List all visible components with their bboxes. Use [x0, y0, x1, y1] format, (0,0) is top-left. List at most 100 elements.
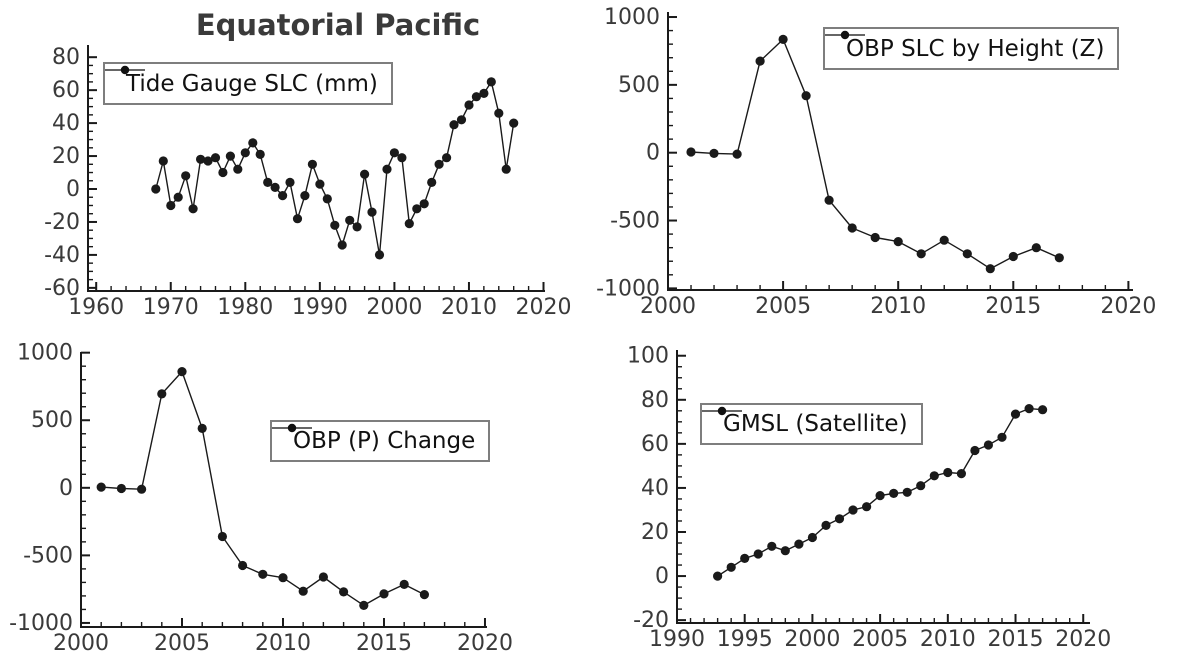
data-point: [456, 115, 467, 125]
data-point: [780, 546, 790, 556]
data-point: [732, 149, 742, 159]
data-point: [686, 147, 696, 157]
data-point: [248, 138, 258, 148]
data-point: [412, 204, 422, 214]
data-point: [471, 92, 481, 102]
data-point: [389, 148, 399, 158]
data-point: [339, 587, 349, 597]
y-tick-label: 20: [641, 520, 669, 545]
data-point: [1010, 409, 1021, 419]
data-point: [479, 88, 489, 98]
x-tick-label: 2005: [154, 631, 210, 656]
data-point: [1038, 405, 1048, 415]
y-axis: -20 0 20 40 60 80 100: [627, 344, 686, 633]
data-point: [794, 539, 804, 549]
data-point: [173, 192, 183, 202]
data-point: [315, 179, 325, 189]
y-tick-label: 100: [627, 344, 669, 369]
data-series: [686, 34, 1064, 274]
x-tick-label: 1995: [717, 627, 773, 652]
y-tick-label: 40: [641, 476, 669, 501]
gmsl-legend: GMSL (Satellite): [700, 403, 923, 445]
data-point: [486, 77, 496, 87]
data-point: [258, 569, 268, 579]
data-series: [151, 77, 519, 260]
legend-label: OBP (P) Change: [293, 428, 476, 454]
legend-label: OBP SLC by Height (Z): [846, 35, 1105, 62]
data-point: [501, 164, 511, 174]
y-tick-label: 0: [66, 177, 80, 202]
data-point: [218, 167, 228, 178]
data-point: [740, 553, 750, 563]
data-point: [151, 184, 161, 194]
y-tick-label: -1000: [9, 611, 73, 636]
x-tick-label: 2010: [441, 295, 497, 320]
y-axis: -1000 -500 0 500 1000: [9, 341, 90, 636]
data-point: [956, 469, 966, 479]
figure-title: Equatorial Pacific: [195, 8, 481, 42]
data-point: [449, 120, 459, 130]
data-point: [824, 195, 834, 205]
data-point: [464, 100, 474, 110]
data-point: [116, 483, 126, 494]
obp-z-plot: 2000 2005 2010 2015 2020 -1000 -500 0 500 1000: [596, 5, 1156, 319]
x-tick-label: 2010: [920, 627, 976, 652]
data-point: [345, 215, 355, 225]
data-point: [847, 223, 857, 233]
data-point: [962, 249, 972, 259]
y-tick-label: -60: [44, 276, 80, 301]
x-tick-label: 1980: [217, 295, 273, 320]
chart-panel-tide-gauge: 1960 1970 1980 1990 2000 2010 2020 -60 -40 -20 0 20…: [0, 0, 590, 335]
data-point: [210, 153, 221, 163]
y-tick-label: -20: [633, 608, 669, 633]
data-point: [158, 156, 168, 166]
data-point: [196, 154, 206, 164]
y-tick-label: 500: [31, 408, 73, 433]
data-point: [726, 562, 736, 572]
gmsl-plot: 1990 1995 2000 2005 2010 2015 2020 -20 0 20 40 60 80…: [627, 344, 1111, 652]
x-tick-label: 2015: [988, 627, 1044, 652]
obp-p-legend: OBP (P) Change: [270, 420, 491, 462]
data-point: [397, 153, 407, 163]
data-series: [713, 404, 1048, 581]
y-tick-label: -40: [44, 243, 80, 268]
data-point: [862, 502, 872, 512]
data-point: [96, 482, 106, 492]
data-point: [985, 264, 995, 274]
y-tick-label: 0: [646, 141, 660, 166]
data-point: [889, 488, 899, 498]
legend-label: GMSL (Satellite): [723, 411, 908, 437]
data-point: [807, 532, 817, 543]
y-tick-label: 500: [618, 73, 660, 98]
data-point: [494, 108, 504, 118]
data-point: [875, 491, 885, 501]
axes: [676, 350, 1090, 624]
data-point: [181, 171, 191, 181]
data-point: [419, 199, 429, 209]
y-tick-label: -1000: [596, 276, 660, 301]
obp-p-plot: 2000 2005 2010 2015 2020 -1000 -500 0 500 1000: [9, 341, 513, 657]
chart-panel-gmsl: 1990 1995 2000 2005 2010 2015 2020 -20 0 20 40 60 80…: [590, 335, 1177, 671]
x-tick-label: 2015: [985, 294, 1041, 319]
chart-panel-obp-z: 2000 2005 2010 2015 2020 -1000 -500 0 500 1000 OB…: [590, 0, 1177, 335]
data-point: [238, 560, 248, 571]
x-tick-label: 1990: [649, 627, 705, 652]
data-point: [983, 440, 993, 450]
data-point: [278, 573, 288, 583]
data-point: [848, 505, 858, 515]
data-point: [1054, 253, 1064, 263]
data-point: [263, 177, 273, 187]
data-point: [322, 194, 332, 204]
data-point: [970, 445, 980, 456]
data-point: [188, 204, 198, 214]
data-point: [893, 237, 903, 247]
x-tick-label: 2015: [356, 631, 412, 656]
data-point: [939, 235, 949, 245]
y-tick-label: -500: [610, 209, 660, 234]
y-tick-label: 60: [641, 432, 669, 457]
x-tick-label: 2020: [516, 295, 572, 320]
data-point: [203, 156, 213, 166]
data-point: [374, 250, 385, 260]
data-point: [255, 149, 265, 159]
